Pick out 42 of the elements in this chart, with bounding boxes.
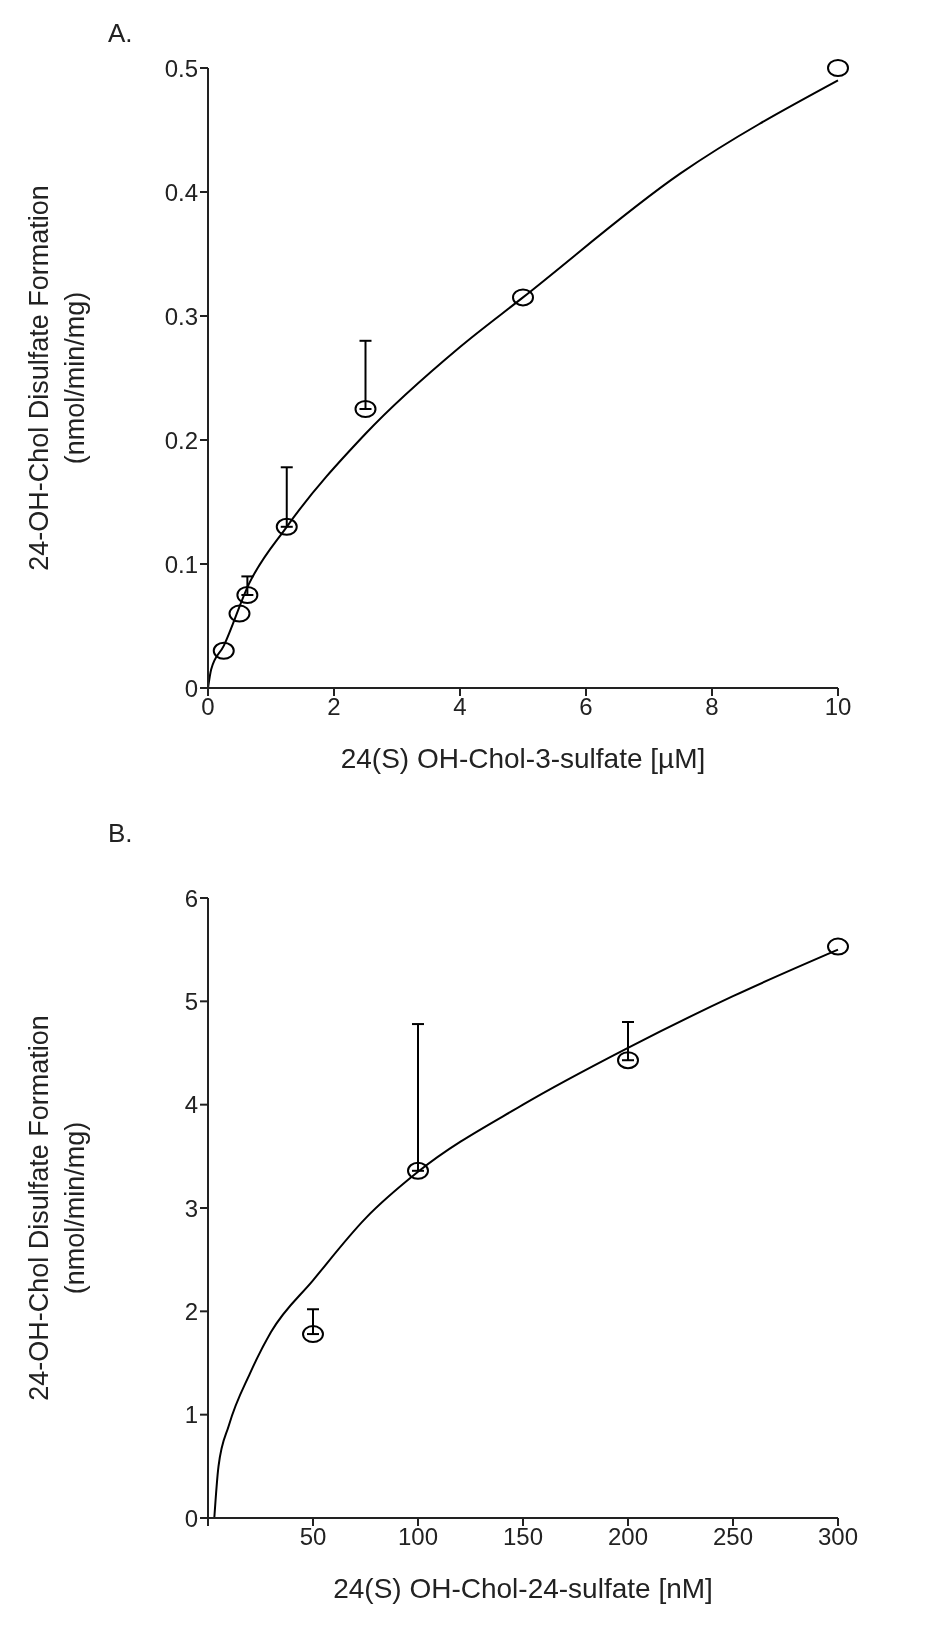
chart-title: A. bbox=[108, 18, 133, 49]
x-tick-label: 0 bbox=[201, 693, 215, 721]
point bbox=[407, 1161, 429, 1180]
x-tick-label: 300 bbox=[817, 1523, 859, 1551]
x-tick-label: 100 bbox=[397, 1523, 439, 1551]
y-tick-label: 0.5 bbox=[164, 54, 198, 82]
point bbox=[236, 586, 259, 604]
point bbox=[512, 288, 534, 307]
x-axis-title: 24(S) OH-Chol-24-sulfate [nM] bbox=[333, 1573, 713, 1604]
x-tick-label: 8 bbox=[705, 693, 719, 721]
point bbox=[827, 59, 849, 77]
y-tick-label: 4 bbox=[184, 1091, 198, 1119]
point bbox=[354, 400, 377, 418]
x-tick-label: 200 bbox=[607, 1523, 649, 1551]
y-axis-title: 24-OH-Chol Disulfate Formation (nmol/min/mg) bbox=[24, 1015, 90, 1401]
x-tick-label: 250 bbox=[712, 1523, 754, 1551]
chart-title: B. bbox=[108, 818, 133, 849]
x-tick-label: 4 bbox=[453, 693, 467, 721]
point bbox=[617, 1051, 639, 1070]
y-tick-label: 0 bbox=[184, 674, 198, 702]
y-tick-label: 0.1 bbox=[164, 550, 198, 578]
point bbox=[275, 517, 298, 536]
point bbox=[302, 1325, 324, 1344]
x-tick-label: 10 bbox=[824, 693, 852, 721]
y-tick-label: 1 bbox=[184, 1401, 198, 1429]
y-tick-label: 0.3 bbox=[164, 302, 198, 330]
y-axis-title: 24-OH-Chol Disulfate Formation (nmol/min/mg) bbox=[24, 185, 90, 571]
x-tick-label: 6 bbox=[579, 693, 593, 721]
y-tick-label: 2 bbox=[184, 1297, 198, 1325]
y-tick-label: 3 bbox=[184, 1194, 198, 1222]
point bbox=[827, 937, 849, 956]
y-tick-label: 5 bbox=[184, 987, 198, 1015]
x-tick-label: 150 bbox=[502, 1523, 544, 1551]
y-tick-label: 6 bbox=[184, 884, 198, 912]
x-tick-label: 50 bbox=[299, 1523, 327, 1551]
x-tick-label: 2 bbox=[327, 693, 341, 721]
point bbox=[212, 641, 235, 660]
x-axis-title: 24(S) OH-Chol-3-sulfate [µM] bbox=[340, 743, 706, 774]
y-tick-label: 0.4 bbox=[164, 178, 198, 206]
point bbox=[228, 604, 251, 623]
y-tick-label: 0.2 bbox=[164, 426, 198, 454]
y-tick-label: 0 bbox=[184, 1504, 198, 1532]
